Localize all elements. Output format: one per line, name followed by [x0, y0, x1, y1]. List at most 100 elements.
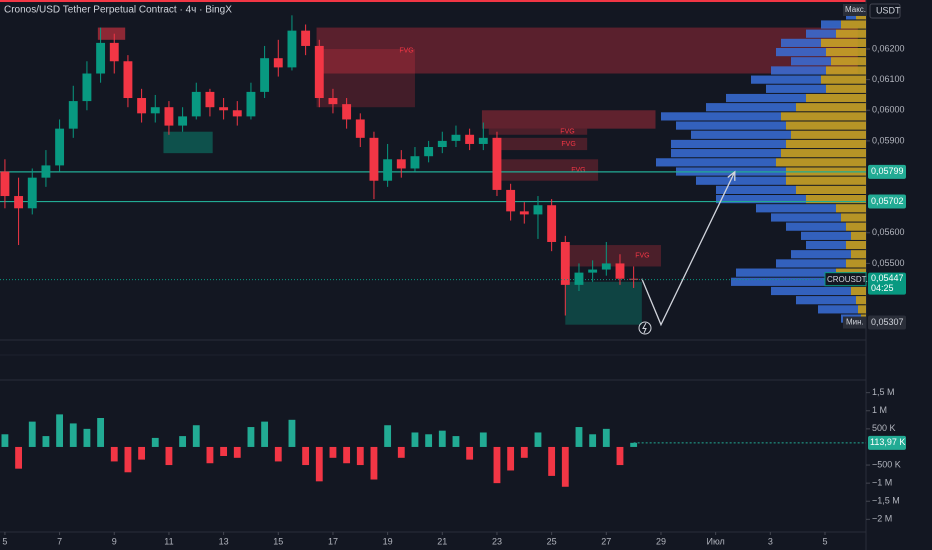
profile-bar-blue	[751, 75, 821, 84]
candle-body	[328, 98, 338, 105]
candle-body	[588, 269, 598, 273]
plot: 5 7 9 11 13 15 17 19 21 23 25 27 29 Июл 3 5 FVG FVG FVG FVG…	[0, 11, 873, 546]
candle-body	[355, 119, 365, 138]
delta-bar	[138, 446, 146, 460]
delta-bar	[329, 446, 337, 458]
delta-bar	[28, 421, 36, 447]
alert-icon[interactable]	[638, 321, 652, 335]
candle-body	[560, 241, 570, 285]
fvg-zone	[568, 245, 661, 267]
profile-bar-blue	[766, 84, 826, 93]
profile-bar-yellow	[786, 176, 866, 185]
profile-bar-yellow	[836, 204, 866, 213]
profile-bar-yellow	[831, 57, 866, 66]
delta-bar	[397, 446, 405, 458]
delta-bar	[370, 446, 378, 480]
delta-bar	[56, 414, 64, 447]
zone-label: FVG	[399, 47, 413, 54]
profile-bar-yellow	[796, 103, 866, 112]
delta-bar	[630, 442, 638, 447]
profile-bar-yellow	[776, 158, 866, 167]
delta-bar	[192, 425, 200, 447]
profile-bar-blue	[776, 47, 826, 57]
profile-bar-yellow	[796, 185, 866, 195]
fvg-zone	[565, 281, 642, 325]
profile-bar-yellow	[806, 195, 866, 204]
x-tick-label: 7	[57, 536, 62, 546]
currency-box[interactable]	[869, 3, 901, 19]
delta-bar	[493, 446, 501, 484]
y-tick-label: 1 M	[872, 405, 887, 415]
candle-body	[96, 42, 106, 74]
y-tick-label: 500 K	[872, 423, 896, 433]
fvg-zone	[499, 159, 599, 181]
zone-label: FVG	[561, 141, 575, 148]
delta-bar	[261, 421, 269, 447]
candle-body	[27, 177, 37, 209]
y-tick-label: 0,06000	[872, 105, 905, 115]
last-value-label: 113,97 K	[870, 437, 905, 447]
profile-bar-blue	[696, 176, 786, 185]
candle-body	[260, 58, 270, 92]
candle-body	[601, 263, 611, 270]
y-tick-label: 0,05500	[872, 258, 905, 268]
candle-body	[178, 116, 188, 126]
fvg-zone	[481, 110, 656, 129]
delta-bar	[507, 446, 515, 471]
candle-body	[137, 98, 147, 114]
delta-bar	[206, 446, 214, 464]
alert-icon-bolt	[642, 322, 647, 334]
profile-bar-blue	[656, 158, 776, 167]
profile-bar-blue	[806, 240, 846, 250]
x-tick-label: 27	[601, 536, 611, 546]
zone-label: FVG	[571, 167, 585, 174]
profile-bar-yellow	[806, 93, 866, 103]
candle-body	[0, 171, 10, 197]
last-value-tag	[868, 435, 906, 450]
candle-body	[273, 58, 283, 68]
profile-bar-yellow	[856, 296, 866, 305]
profile-bar-yellow	[781, 149, 866, 158]
profile-bar-yellow	[846, 222, 866, 231]
max-tag	[843, 4, 867, 16]
currency[interactable]: USDT	[876, 5, 901, 15]
profile-bar-yellow	[791, 130, 866, 139]
candle-body	[410, 156, 420, 169]
profile-bar-blue	[818, 305, 858, 314]
zone-label: FVG	[560, 129, 574, 136]
last-price-tag	[868, 272, 906, 295]
delta-bar	[165, 446, 173, 466]
x-tick-label: Июл	[707, 536, 725, 546]
symbol-label: CROUSDT.P	[827, 275, 873, 284]
min-label: Мин.	[846, 318, 864, 327]
y-tick-label: 0,05900	[872, 135, 905, 145]
delta-bar	[575, 427, 583, 447]
candle-body	[246, 91, 256, 117]
profile-bar-yellow	[836, 29, 866, 38]
candle-body	[82, 73, 92, 102]
x-tick-label: 23	[492, 536, 502, 546]
profile-bar-blue	[771, 286, 851, 296]
fvg-zone	[163, 131, 213, 154]
profile-bar-blue	[691, 130, 791, 139]
profile-bar-yellow	[786, 121, 866, 130]
fvg-zone	[97, 27, 126, 40]
fvg-zone	[494, 137, 588, 151]
profile-bar-blue	[821, 20, 841, 29]
delta-bar	[356, 446, 364, 466]
candle-body	[314, 45, 324, 99]
x-tick-label: 15	[273, 536, 283, 546]
zone-label: FVG	[635, 253, 649, 260]
delta-bar	[343, 446, 351, 464]
level-tag-label: 0,05799	[871, 166, 904, 176]
profile-bar-blue	[776, 259, 846, 268]
candle-body	[437, 140, 447, 148]
x-tick-label: 3	[768, 536, 773, 546]
candle-body	[219, 107, 229, 111]
x-tick-label: 5	[2, 536, 7, 546]
candle-body	[424, 147, 434, 157]
delta-bar	[425, 434, 433, 447]
candle-body	[383, 159, 393, 181]
profile-bar-yellow	[821, 38, 866, 47]
